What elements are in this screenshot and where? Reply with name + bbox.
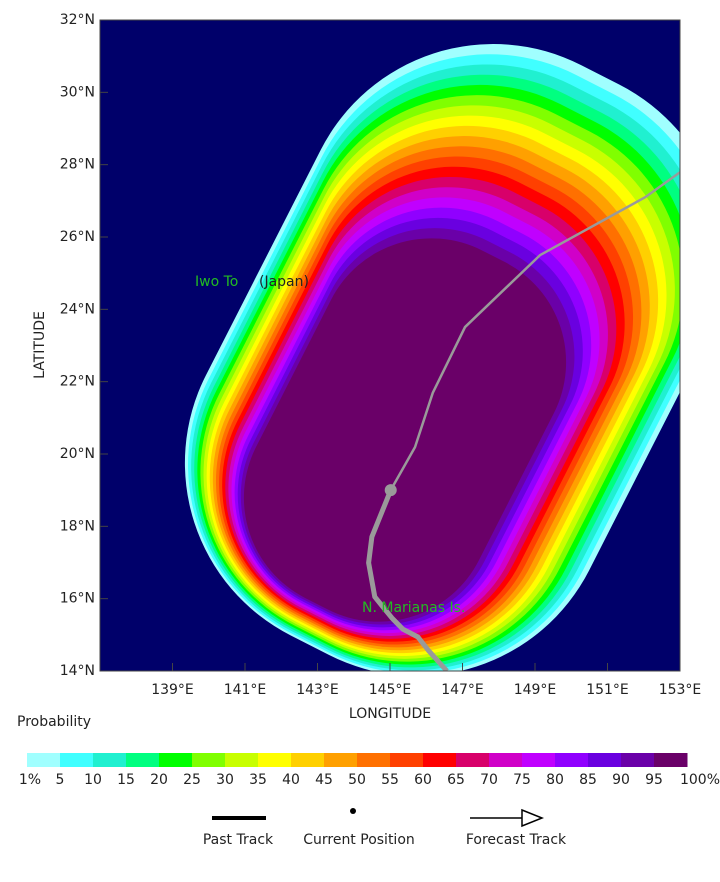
colorbar-swatch [60,753,94,767]
legend-label: Forecast Track [466,832,567,848]
colorbar-swatch [192,753,226,767]
past-track [366,489,449,671]
colorbar-swatch [654,753,688,767]
map-area: Iwo To (Japan) N. Marianas Is. [100,20,680,671]
colorbar-swatch [27,753,61,767]
y-tick-label: 18°N [60,518,95,534]
current-position [384,484,397,497]
legend-label: Current Position [303,832,415,848]
legend-label: Past Track [203,832,274,848]
y-tick-label: 32°N [60,12,95,28]
colorbar-swatch [588,753,622,767]
colorbar-label: 35 [249,772,267,788]
colorbar-label: 85 [579,772,597,788]
x-tick-label: 143°E [296,682,339,698]
x-tick-label: 151°E [586,682,629,698]
colorbar-swatch [390,753,424,767]
colorbar-swatch [324,753,358,767]
colorbar-swatch [291,753,325,767]
x-tick-label: 153°E [659,682,702,698]
colorbar-label: 70 [480,772,498,788]
colorbar-label: 15 [117,772,135,788]
colorbar-label: 65 [447,772,465,788]
x-tick-label: 141°E [224,682,267,698]
colorbar-label: 100% [680,772,720,788]
colorbar-swatch [423,753,457,767]
y-tick-label: 22°N [60,374,95,390]
colorbar-label: 95 [645,772,663,788]
colorbar-swatch [555,753,589,767]
x-tick-label: 149°E [514,682,557,698]
colorbar-swatch [258,753,292,767]
place-label: (Japan) [259,274,309,290]
x-tick-label: 147°E [441,682,484,698]
place-label: N. Marianas Is. [362,600,465,616]
legend-current-position [350,808,356,814]
colorbar-label: 20 [150,772,168,788]
colorbar-label: 50 [348,772,366,788]
x-tick-label: 145°E [369,682,412,698]
colorbar-label: 40 [282,772,300,788]
forecast-track [389,171,680,491]
colorbar-swatch [621,753,655,767]
colorbar-label: 10 [84,772,102,788]
x-tick-label: 139°E [151,682,194,698]
colorbar-label: 80 [546,772,564,788]
y-tick-label: 28°N [60,157,95,173]
colorbar-swatch [456,753,490,767]
colorbar-title: Probability [17,714,91,730]
y-tick-label: 30°N [60,84,95,100]
colorbar-label: 75 [513,772,531,788]
colorbar-label: 1% [19,772,41,788]
legend-arrow-head [521,808,545,828]
colorbar-label: 25 [183,772,201,788]
y-tick-label: 24°N [60,301,95,317]
colorbar-label: 30 [216,772,234,788]
probability-contour [243,238,567,622]
colorbar-swatch [159,753,193,767]
y-tick-label: 26°N [60,229,95,245]
colorbar-swatch [522,753,556,767]
y-tick-label: 14°N [60,663,95,679]
colorbar-label: 90 [612,772,630,788]
colorbar-swatch [489,753,523,767]
colorbar-label: 5 [56,772,65,788]
y-tick-label: 20°N [60,446,95,462]
place-label: Iwo To [195,274,238,290]
y-axis-label: LATITUDE [32,311,48,379]
colorbar-label: 60 [414,772,432,788]
colorbar-label: 45 [315,772,333,788]
colorbar-label: 55 [381,772,399,788]
colorbar-swatch [93,753,127,767]
colorbar-swatch [357,753,391,767]
colorbar-swatch [126,753,160,767]
y-tick-label: 16°N [60,591,95,607]
colorbar-swatch [225,753,259,767]
x-axis-label: LONGITUDE [349,706,431,722]
